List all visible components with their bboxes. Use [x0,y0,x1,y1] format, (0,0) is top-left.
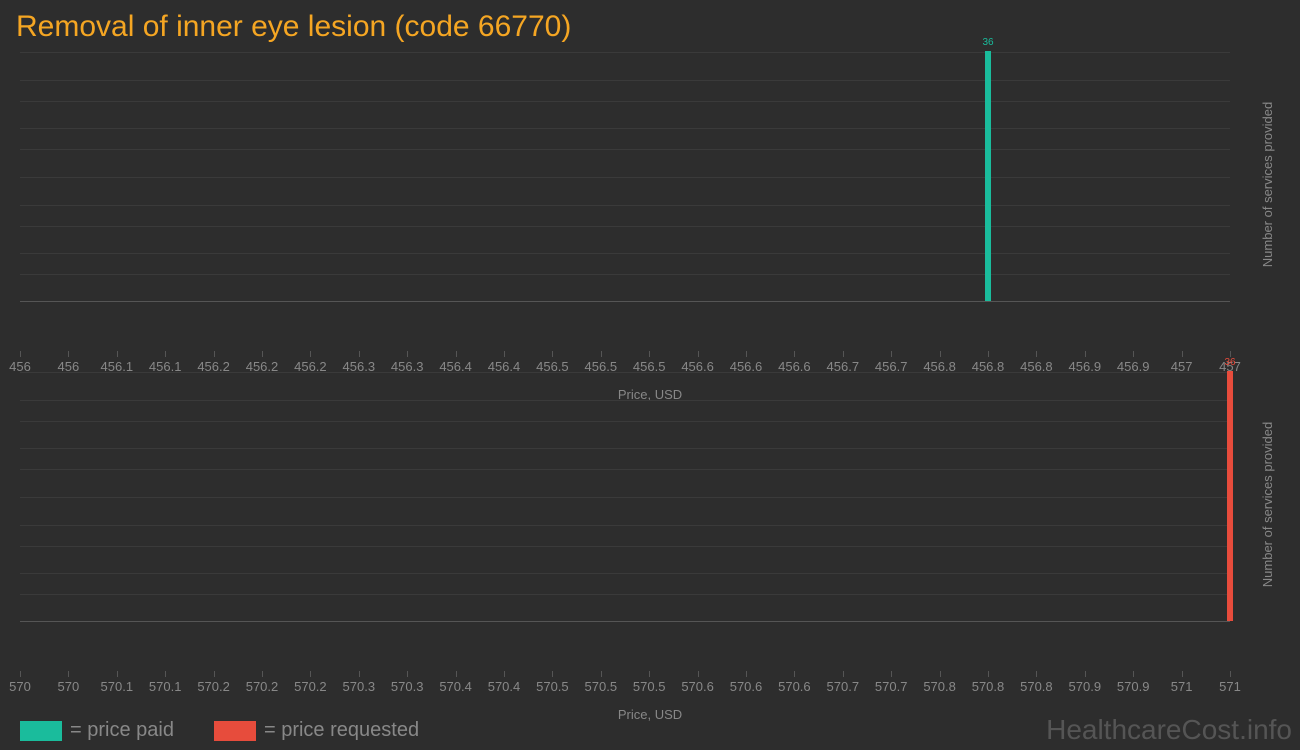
legend-item: = price requested [214,719,419,742]
x-tick: 570.7 [827,679,860,694]
chart-price-requested: 36 471114182225293236 Number of services… [20,372,1280,672]
x-tick: 570.1 [149,679,182,694]
x-tick: 570.8 [972,679,1005,694]
bar-value-label: 36 [1224,357,1235,368]
legend-item: = price paid [20,719,174,742]
bar-value-label: 36 [982,37,993,48]
x-tick: 570 [58,679,80,694]
y-axis-label: Number of services provided [1260,102,1275,267]
x-tick: 570.9 [1069,679,1102,694]
legend-swatch [214,721,256,741]
x-tick: 570.2 [197,679,230,694]
watermark: HealthcareCost.info [1046,714,1292,746]
x-tick: 570.6 [778,679,811,694]
x-tick: 570.3 [343,679,376,694]
legend-label: = price requested [264,719,419,742]
x-axis-label: Price, USD [618,707,682,722]
x-tick: 571 [1171,679,1193,694]
legend-label: = price paid [70,719,174,742]
x-tick: 570.7 [875,679,908,694]
x-tick: 570.2 [294,679,327,694]
x-tick: 570.6 [681,679,714,694]
legend: = price paid = price requested [20,719,419,742]
x-tick: 570.4 [439,679,472,694]
chart-price-paid: 36 471114182225293236 Number of services… [20,52,1280,352]
x-tick: 570.6 [730,679,763,694]
x-tick: 570.2 [246,679,279,694]
x-tick: 571 [1219,679,1241,694]
chart-title: Removal of inner eye lesion (code 66770) [0,0,1300,52]
x-tick: 570.4 [488,679,521,694]
x-tick: 570.8 [1020,679,1053,694]
x-tick: 570.3 [391,679,424,694]
data-bar: 36 [985,51,991,301]
data-bar: 36 [1227,371,1233,621]
x-tick: 570.8 [923,679,956,694]
y-axis-label: Number of services provided [1260,422,1275,587]
x-tick: 570.5 [633,679,666,694]
x-tick: 570.5 [585,679,618,694]
x-tick: 570 [9,679,31,694]
x-tick: 570.1 [101,679,134,694]
legend-swatch [20,721,62,741]
x-tick: 570.9 [1117,679,1150,694]
x-tick: 570.5 [536,679,569,694]
